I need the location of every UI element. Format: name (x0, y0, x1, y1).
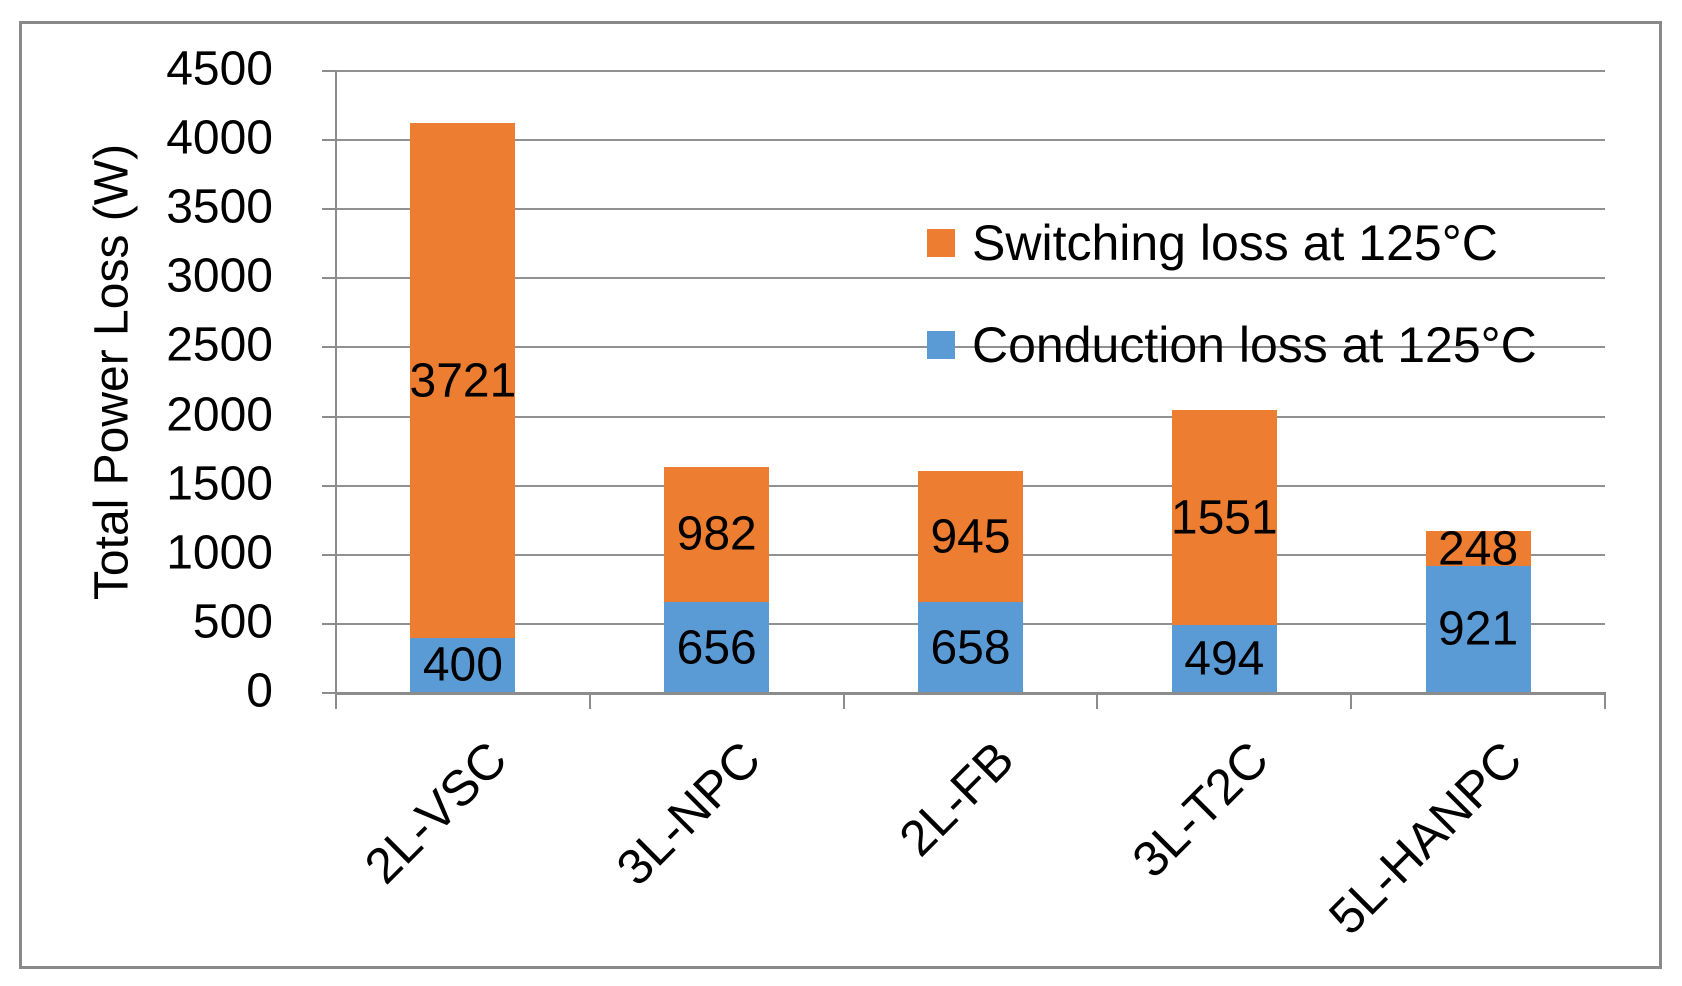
conduction-loss-bar-segment (918, 602, 1023, 693)
y-gridline (336, 346, 1605, 349)
conduction-loss-bar-segment (1425, 565, 1531, 693)
y-axis-tick (322, 346, 336, 349)
x-category-label: 3L-NPC (605, 730, 772, 897)
y-axis-tick (322, 692, 336, 694)
y-axis-tick (322, 622, 336, 625)
y-gridline (336, 415, 1605, 418)
x-category-label: 2L-FB (888, 730, 1025, 867)
conduction-loss-bar-segment (664, 602, 770, 693)
chart-border (19, 21, 1662, 969)
x-axis-tick (1350, 693, 1353, 709)
y-tick-label: 2000 (166, 387, 273, 441)
bar-data-label: 1551 (1170, 491, 1278, 545)
bar-data-label: 658 (930, 621, 1011, 675)
y-tick-label: 3500 (166, 180, 273, 234)
x-axis-tick (335, 693, 337, 709)
y-tick-label: 1500 (166, 456, 273, 510)
y-gridline (336, 208, 1605, 211)
y-axis-tick (322, 553, 336, 556)
legend-entry: Conduction loss at 125°C (927, 317, 1537, 373)
y-axis-tick (322, 415, 336, 418)
bar-data-label: 921 (1438, 602, 1519, 656)
switching-loss-bar-segment (918, 471, 1023, 603)
legend-entry: Switching loss at 125°C (927, 215, 1498, 271)
conduction-loss-bar-segment (1171, 624, 1277, 693)
x-category-label: 5L-HANPC (1317, 730, 1533, 946)
bar-data-label: 656 (676, 621, 757, 675)
x-category-label: 2L-VSC (353, 730, 518, 895)
x-axis-tick (842, 693, 845, 709)
legend-label: Conduction loss at 125°C (972, 317, 1537, 373)
y-tick-label: 4000 (166, 111, 273, 165)
switching-loss-bar-segment (664, 466, 770, 603)
y-axis-line (335, 71, 337, 693)
bar-data-label: 494 (1184, 632, 1265, 686)
y-gridline (336, 277, 1605, 280)
y-tick-label: 1000 (166, 526, 273, 580)
bar-data-label: 3721 (409, 354, 517, 408)
switching-loss-bar-segment (1171, 410, 1277, 625)
y-axis-tick (322, 70, 336, 72)
y-tick-label: 2500 (166, 318, 273, 372)
y-axis-tick (322, 208, 336, 211)
x-axis-line (335, 692, 1606, 695)
bar-data-label: 945 (930, 510, 1011, 564)
conduction-loss-bar-segment (410, 637, 516, 693)
bar-data-label: 400 (422, 638, 503, 692)
y-tick-label: 500 (192, 595, 273, 649)
y-tick-label: 0 (246, 664, 273, 718)
y-gridline (336, 139, 1605, 142)
x-axis-tick (588, 693, 591, 709)
x-axis-tick (1604, 693, 1606, 709)
x-category-label: 3L-T2C (1121, 730, 1279, 889)
bar-data-label: 982 (676, 507, 757, 561)
blue-square-icon (927, 331, 955, 359)
orange-square-icon (927, 229, 955, 257)
switching-loss-bar-segment (1425, 531, 1531, 566)
bar-data-label: 248 (1438, 522, 1519, 576)
y-gridline (336, 70, 1605, 72)
x-axis-tick (1096, 693, 1099, 709)
switching-loss-bar-segment (410, 123, 516, 638)
y-axis-tick (322, 484, 336, 487)
y-axis-tick (322, 139, 336, 142)
legend-label: Switching loss at 125°C (972, 215, 1498, 271)
y-tick-label: 4500 (166, 42, 273, 96)
y-axis-tick (322, 277, 336, 280)
y-tick-label: 3000 (166, 249, 273, 303)
